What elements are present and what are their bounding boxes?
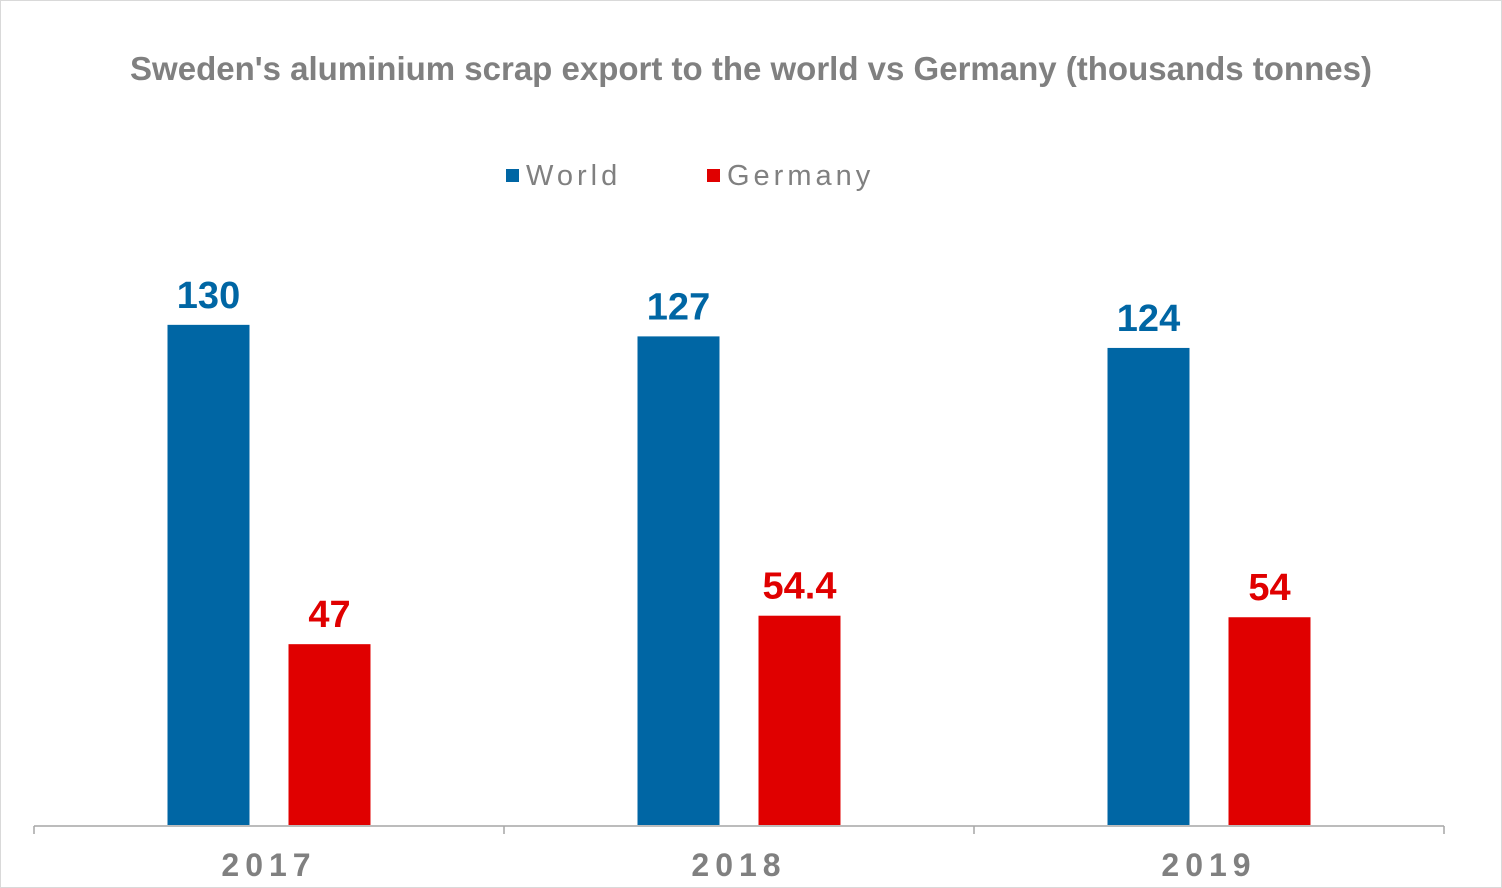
bar-world-2017 — [167, 324, 250, 825]
x-axis: 2017 2018 2019 — [33, 825, 1445, 883]
bar-world-2018 — [637, 336, 720, 825]
legend-swatch-germany — [707, 169, 720, 182]
data-label-world-2019: 124 — [1117, 298, 1180, 340]
legend-swatch-world — [506, 169, 519, 182]
legend-label-germany: Germany — [727, 160, 874, 192]
x-tick-label-2019: 2019 — [1161, 847, 1256, 883]
value-labels-group: 130 47 127 54.4 124 54 — [177, 275, 1291, 636]
data-label-germany-2019: 54 — [1248, 567, 1290, 609]
data-label-germany-2017: 47 — [308, 594, 350, 636]
x-tick-label-2017: 2017 — [221, 847, 316, 883]
legend: World Germany — [506, 160, 874, 192]
bar-germany-2018 — [758, 615, 841, 825]
bars-group — [167, 324, 1311, 825]
data-label-world-2018: 127 — [647, 286, 710, 328]
data-label-world-2017: 130 — [177, 275, 240, 317]
data-label-germany-2018: 54.4 — [763, 566, 837, 608]
legend-label-world: World — [526, 160, 621, 192]
bar-germany-2019 — [1228, 617, 1311, 825]
chart-title: Sweden's aluminium scrap export to the w… — [130, 50, 1372, 87]
bar-world-2019 — [1107, 347, 1190, 825]
x-tick-label-2018: 2018 — [691, 847, 786, 883]
bar-germany-2017 — [288, 644, 371, 825]
